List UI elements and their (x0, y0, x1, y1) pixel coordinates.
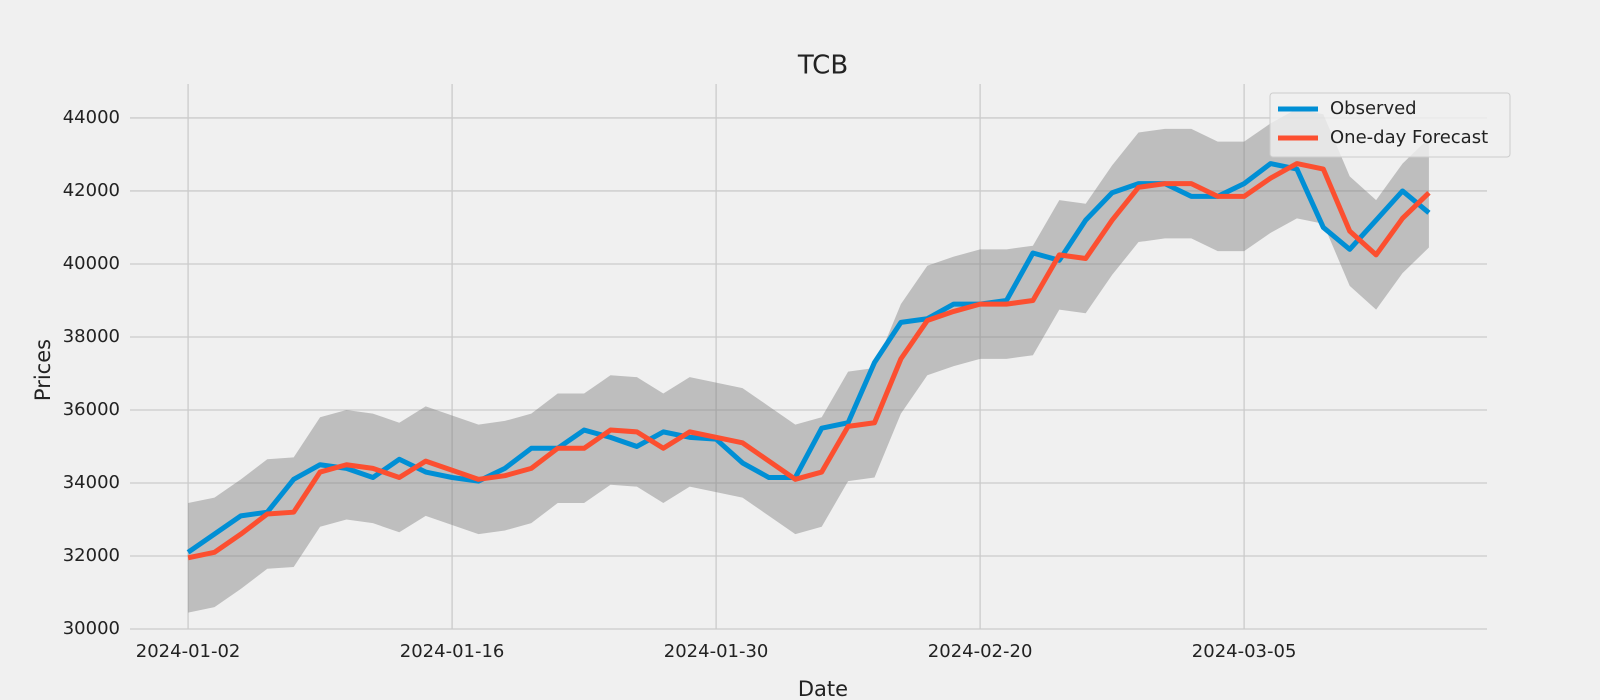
y-tick-label: 34000 (63, 472, 120, 493)
legend-frame (1269, 92, 1511, 158)
y-tick-label: 30000 (63, 618, 120, 639)
labels: 30000 32000 34000 36000 38000 40000 42000 44000… (63, 92, 1511, 662)
y-tick-label: 36000 (63, 399, 120, 420)
confidence-band (188, 108, 1429, 613)
y-tick-label: 32000 (63, 545, 120, 566)
chart-title: TCB (797, 51, 848, 81)
x-axis-label: Date (798, 677, 848, 700)
legend-label: Observed (1330, 98, 1417, 119)
x-tick-label: 2024-01-30 (664, 641, 769, 662)
y-tick-label: 40000 (63, 253, 120, 274)
y-tick-label: 44000 (63, 107, 120, 128)
series-line (187, 161, 1431, 561)
legend: Observed One-day Forecast (1269, 92, 1511, 158)
y-tick-label: 42000 (63, 180, 120, 201)
x-tick-label: 2024-01-16 (400, 641, 505, 662)
x-tick-label: 2024-03-05 (1192, 641, 1297, 662)
grid (130, 84, 1487, 630)
plot (186, 108, 1431, 613)
y-axis-label: Prices (31, 339, 55, 401)
x-tick-label: 2024-01-02 (136, 641, 241, 662)
legend-label: One-day Forecast (1330, 127, 1488, 148)
y-tick-label: 38000 (63, 326, 120, 347)
x-tick-label: 2024-02-20 (928, 641, 1033, 662)
